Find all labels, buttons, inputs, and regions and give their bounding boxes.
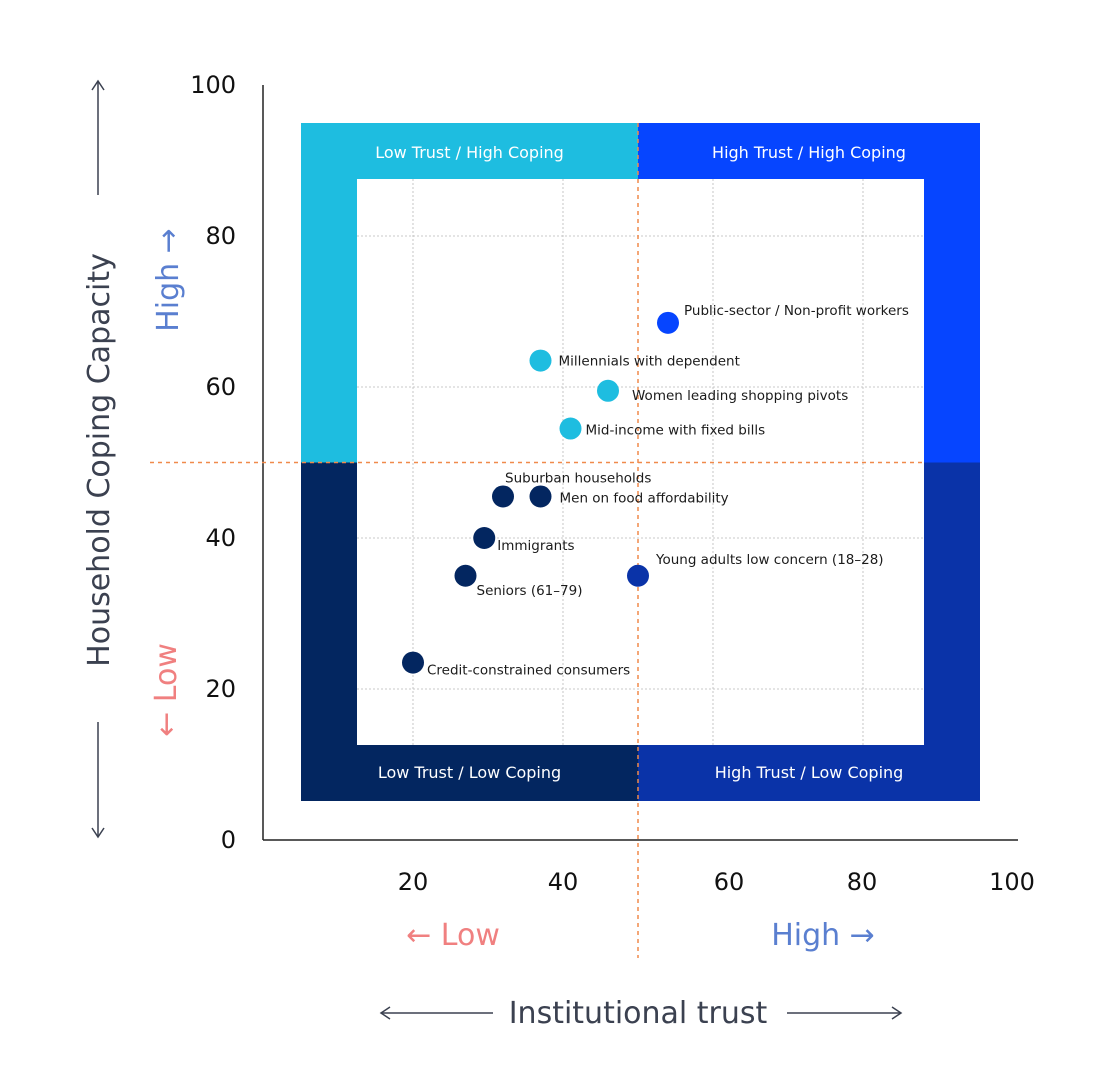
data-point-label: Women leading shopping pivots	[632, 388, 848, 404]
y-tick-label: 40	[205, 524, 236, 552]
data-point-label: Men on food affordability	[560, 490, 729, 506]
data-point-label: Young adults low concern (18–28)	[655, 552, 884, 568]
data-point	[529, 349, 552, 372]
x-tick-label: 80	[847, 868, 878, 896]
data-point	[473, 527, 496, 549]
data-point	[492, 485, 514, 508]
data-point	[627, 564, 649, 587]
quadrant-label-2: High Trust / High Coping	[712, 143, 906, 162]
y-direction-high: High →	[151, 228, 186, 332]
x-tick-label: 60	[714, 868, 745, 896]
data-point	[597, 379, 619, 402]
x-direction-low: ← Low	[406, 918, 500, 953]
data-point	[402, 651, 424, 674]
y-axis-title: Household Coping Capacity	[82, 253, 117, 667]
data-point-label: Suburban households	[505, 470, 651, 486]
x-tick-label: 40	[548, 868, 579, 896]
y-tick-label: 60	[205, 373, 236, 401]
y-tick-label: 100	[190, 71, 236, 99]
tick-labels: 20 40 60 80 100 0 20 40 60 80 100	[190, 71, 1035, 896]
x-tick-label: 20	[398, 868, 429, 896]
data-point	[559, 417, 582, 440]
y-arrow-top-head	[91, 79, 105, 91]
gridlines	[357, 179, 924, 745]
data-point	[454, 564, 477, 587]
y-arrow-bottom-head	[91, 827, 105, 839]
data-point-label: Seniors (61–79)	[477, 583, 583, 599]
threshold-lines	[150, 123, 924, 958]
data-point-label: Millennials with dependent	[559, 354, 740, 370]
x-arrow-left-head	[379, 1006, 391, 1020]
y-tick-label: 80	[205, 222, 236, 250]
y-tick-label: 20	[205, 675, 236, 703]
y-direction-low: ← Low	[149, 643, 184, 737]
data-point	[529, 485, 552, 508]
data-point-label: Mid-income with fixed bills	[586, 423, 766, 439]
quadrant-labels: Low Trust / High Coping High Trust / High…	[375, 143, 906, 782]
y-axis-title-group: Household Coping Capacity	[82, 79, 117, 839]
data-point-label: Public-sector / Non-profit workers	[684, 303, 909, 319]
data-points: Public-sector / Non-profit workers Millen…	[402, 303, 909, 679]
data-point	[657, 311, 679, 334]
x-direction-high: High →	[771, 918, 875, 953]
x-arrow-right-head	[891, 1006, 903, 1020]
quadrant-label-1: Low Trust / High Coping	[375, 143, 564, 162]
quadrant-label-3: Low Trust / Low Coping	[378, 763, 561, 782]
data-point-label: Immigrants	[497, 538, 574, 554]
x-axis-title: Institutional trust	[509, 996, 768, 1031]
data-point-label: Credit-constrained consumers	[427, 663, 630, 679]
x-tick-label: 100	[989, 868, 1035, 896]
quadrant-label-4: High Trust / Low Coping	[715, 763, 904, 782]
x-axis-title-group: Institutional trust	[379, 996, 903, 1031]
y-tick-label: 0	[221, 826, 236, 854]
